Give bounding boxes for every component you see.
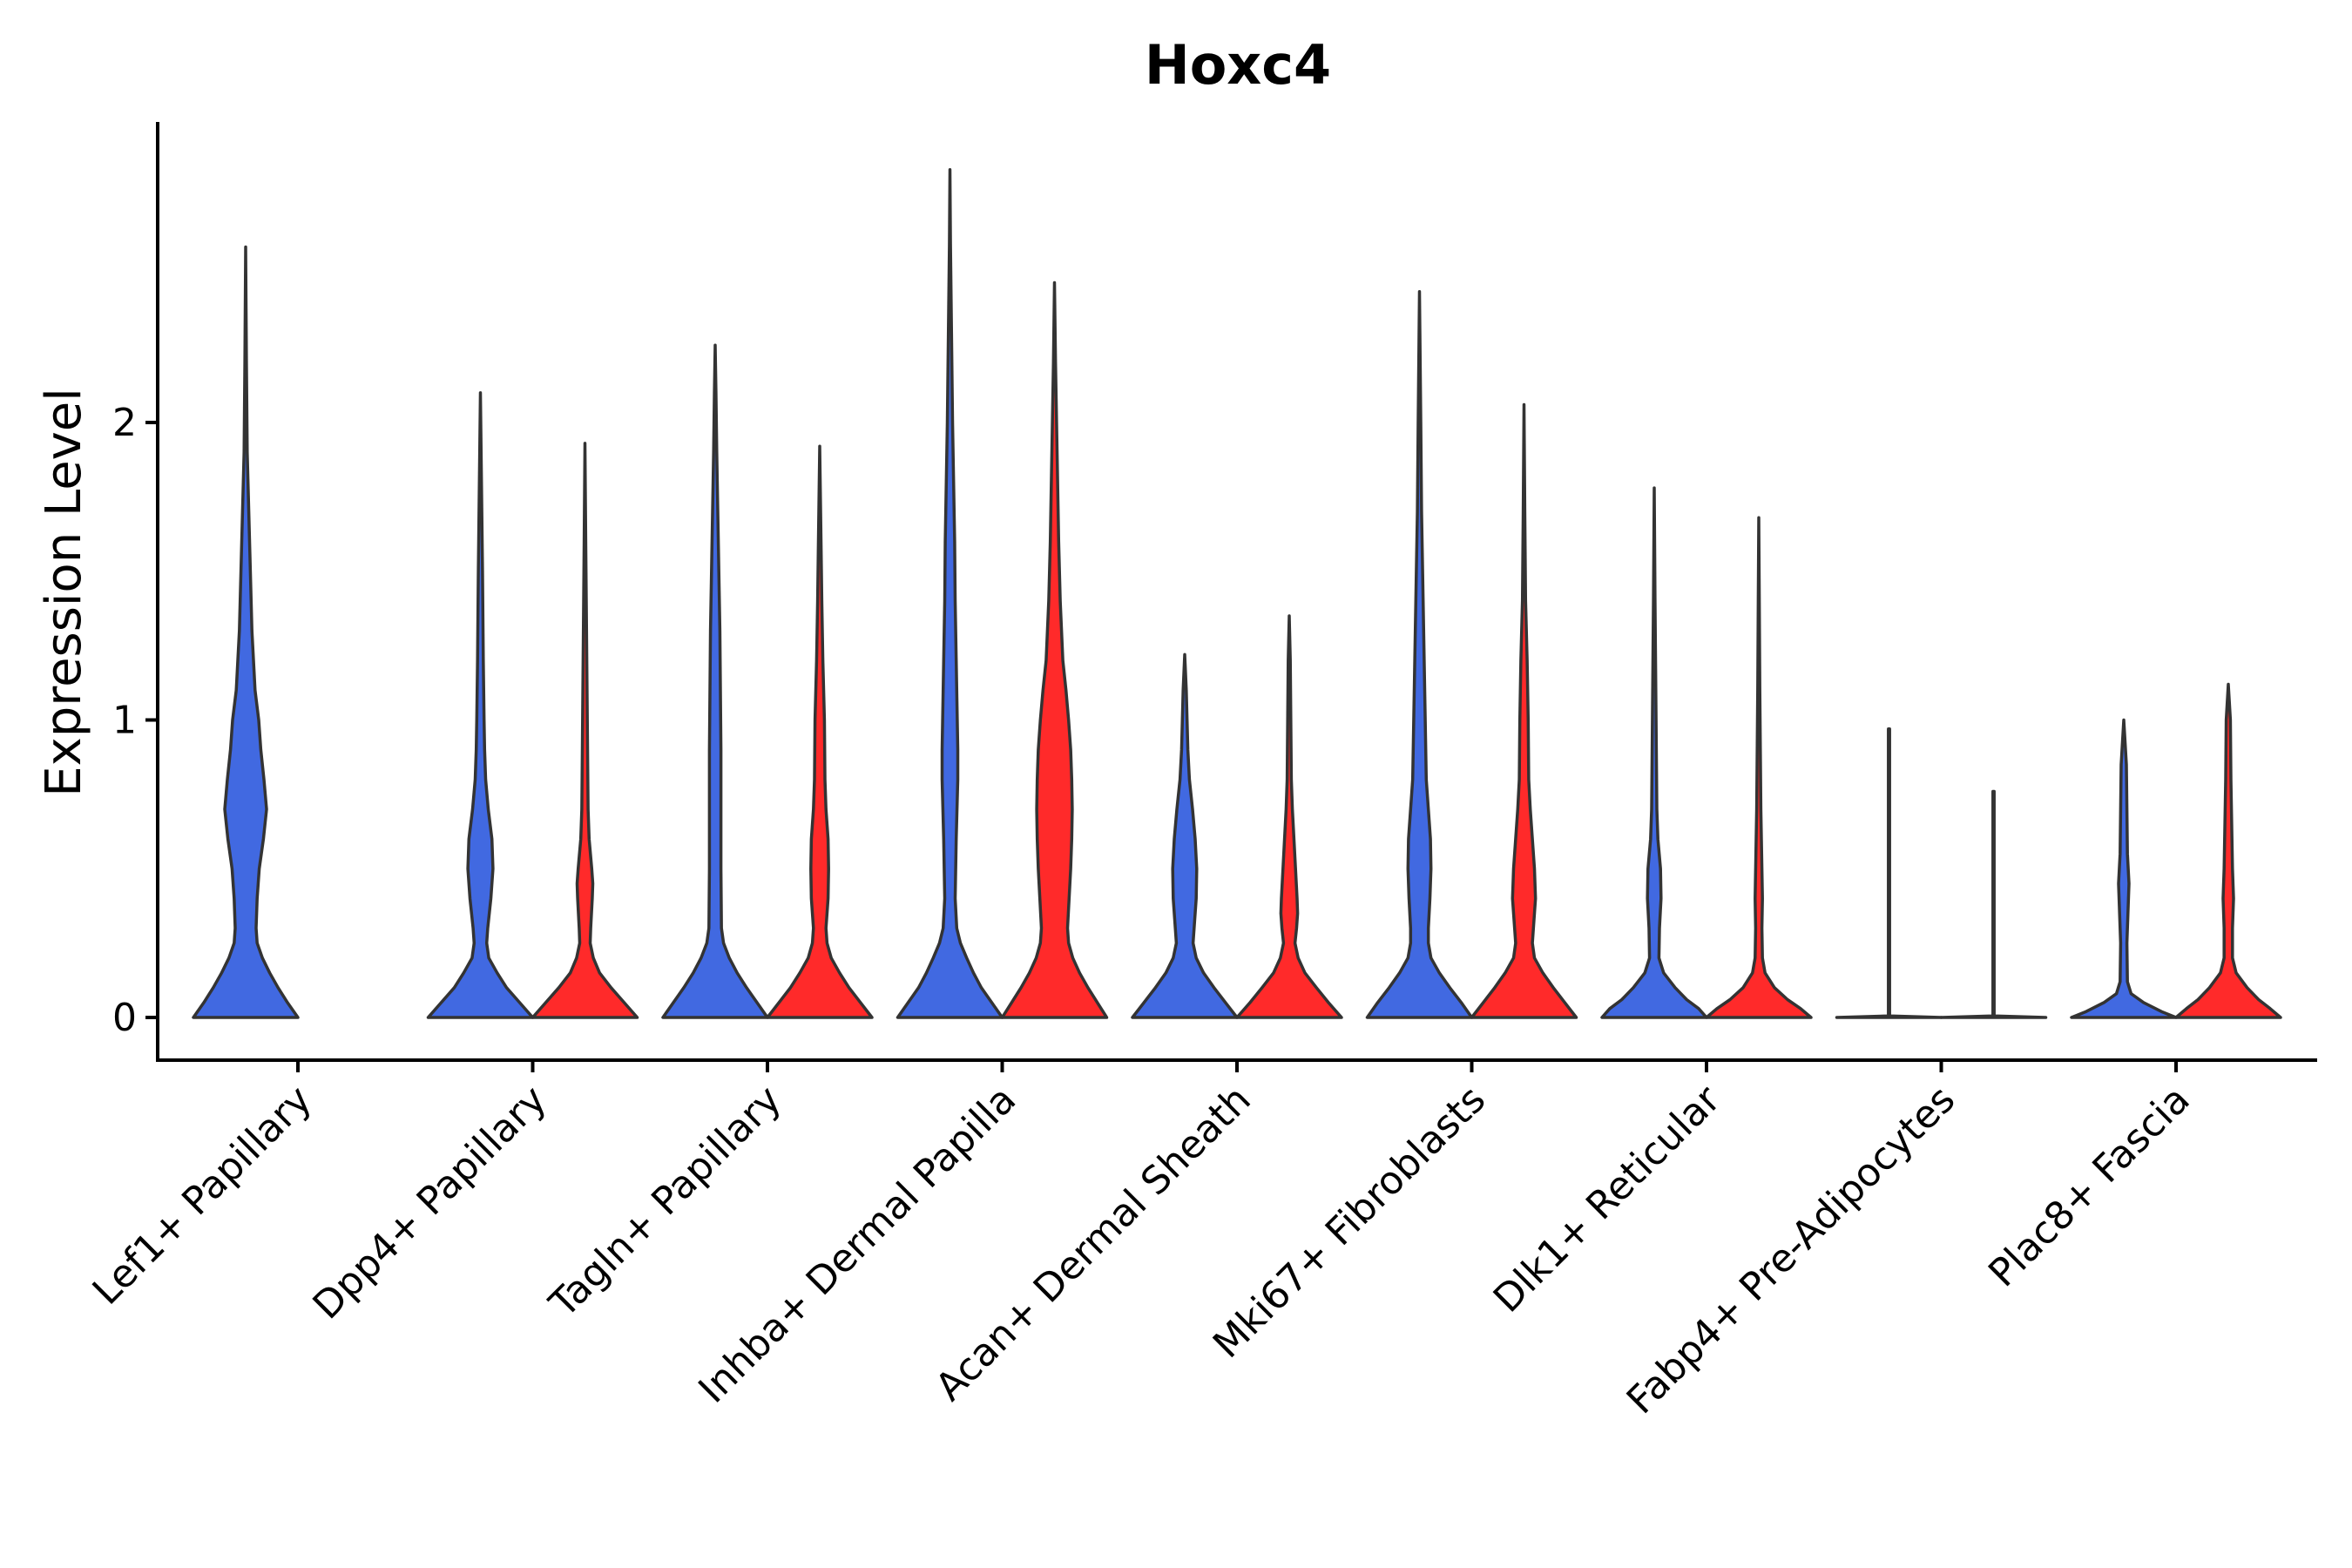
violin-inhba-dermal-papilla-b bbox=[1000, 280, 1109, 1019]
violin-dpp4-papillary-a bbox=[426, 391, 535, 1019]
violin-dpp4-papillary-b bbox=[531, 442, 639, 1019]
x-tick-label: Mki67+ Fibroblasts bbox=[1205, 1078, 1494, 1367]
y-tick-label: 2 bbox=[112, 401, 137, 445]
violin-tagln-papillary-a bbox=[661, 343, 769, 1019]
chart-title: Hoxc4 bbox=[1145, 33, 1331, 97]
violin-inhba-dermal-papilla-a bbox=[896, 167, 1004, 1019]
violin-mki67-fibroblasts-a bbox=[1365, 289, 1474, 1019]
y-axis-label: Expression Level bbox=[36, 388, 92, 797]
x-tick-label: Dpp4+ Papillary bbox=[305, 1078, 556, 1328]
y-tick-label: 0 bbox=[112, 996, 137, 1040]
violin-mki67-fibroblasts-b bbox=[1470, 402, 1578, 1019]
x-tick-label: Plac8+ Fascia bbox=[1980, 1078, 2199, 1296]
violin-fabp4-pre-adipocytes-a bbox=[1835, 727, 1943, 1019]
violin-dlk1-reticular-a bbox=[1600, 486, 1708, 1019]
y-tick-label: 1 bbox=[112, 699, 137, 743]
x-tick-label: Lef1+ Papillary bbox=[84, 1078, 321, 1314]
violin-lef1-papillary-a bbox=[192, 245, 300, 1019]
violin-plac8-fascia-b bbox=[2174, 682, 2282, 1019]
violins-layer bbox=[192, 167, 2282, 1019]
violin-tagln-papillary-b bbox=[766, 444, 874, 1019]
violin-dlk1-reticular-b bbox=[1705, 516, 1813, 1019]
x-tick-label: Dlk1+ Reticular bbox=[1485, 1077, 1730, 1321]
violin-acan-dermal-sheath-b bbox=[1235, 614, 1343, 1019]
x-tick-label: Tagln+ Papillary bbox=[541, 1078, 790, 1327]
violin-acan-dermal-sheath-a bbox=[1131, 652, 1239, 1019]
violin-fabp4-pre-adipocytes-b bbox=[1939, 789, 2048, 1019]
violin-plac8-fascia-a bbox=[2070, 718, 2178, 1019]
